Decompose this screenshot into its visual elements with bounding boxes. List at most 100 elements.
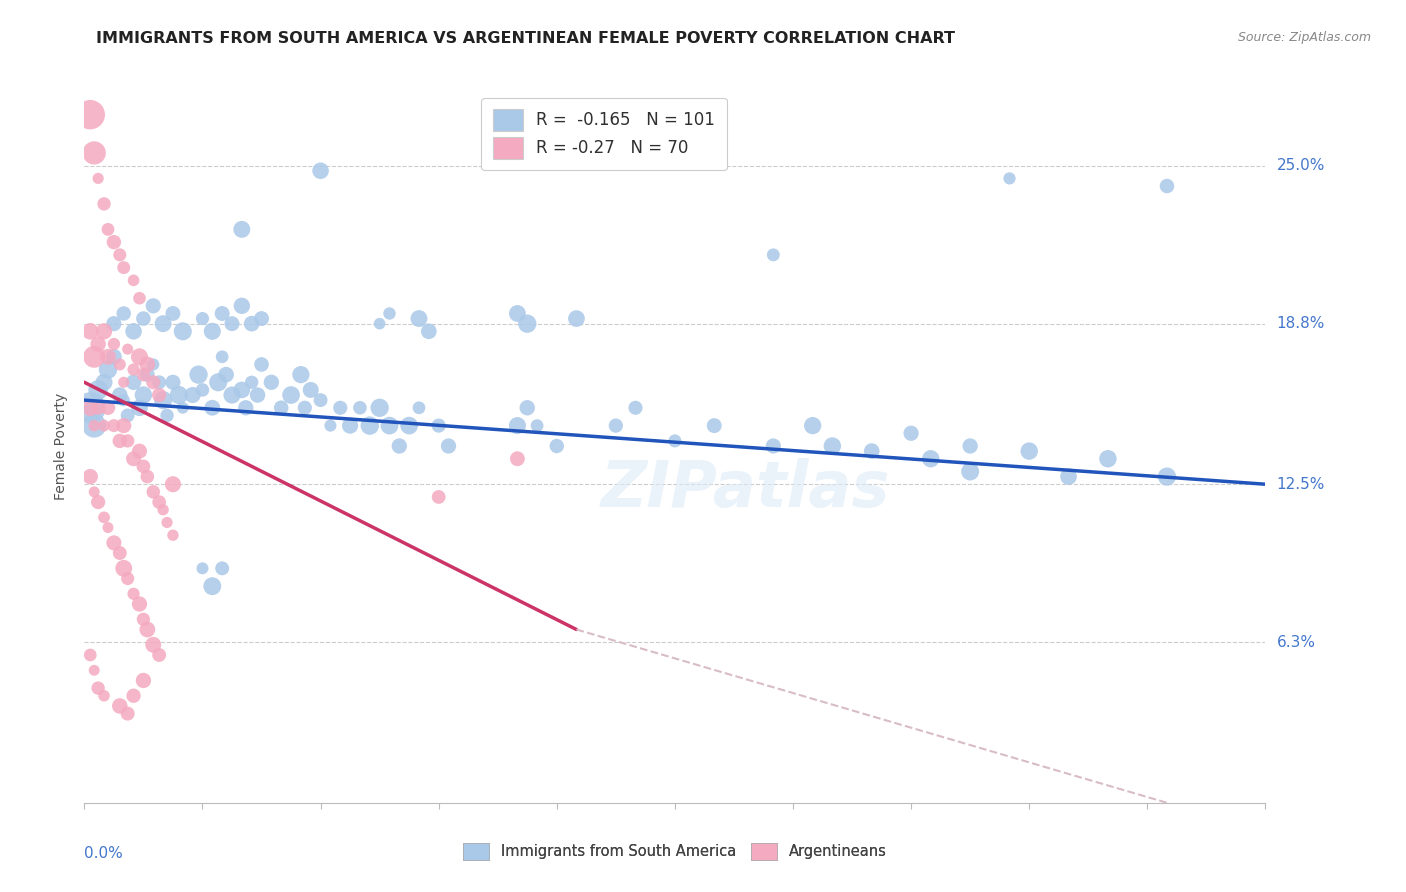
Point	[349, 401, 371, 415]
Point	[83, 418, 105, 433]
Point	[142, 484, 165, 499]
Point	[167, 388, 190, 402]
Point	[79, 324, 101, 338]
Point	[156, 516, 179, 530]
Point	[112, 306, 135, 320]
Point	[87, 401, 110, 415]
Point	[605, 418, 627, 433]
Point	[408, 311, 430, 326]
Point	[112, 393, 135, 408]
Point	[117, 342, 139, 356]
Point	[280, 388, 302, 402]
Text: 18.8%: 18.8%	[1277, 316, 1324, 331]
Point	[128, 401, 150, 415]
Point	[240, 317, 263, 331]
Point	[103, 350, 125, 364]
Point	[191, 561, 214, 575]
Point	[998, 171, 1021, 186]
Point	[156, 409, 179, 423]
Point	[250, 358, 273, 372]
Text: Source: ZipAtlas.com: Source: ZipAtlas.com	[1237, 31, 1371, 45]
Point	[128, 597, 150, 611]
Point	[368, 317, 391, 331]
Point	[427, 418, 450, 433]
Point	[240, 376, 263, 390]
Point	[132, 673, 155, 688]
Point	[368, 401, 391, 415]
Point	[117, 409, 139, 423]
Point	[762, 248, 785, 262]
Point	[79, 469, 101, 483]
Point	[132, 612, 155, 626]
Point	[79, 401, 101, 415]
Point	[172, 324, 194, 338]
Point	[309, 163, 332, 178]
Point	[103, 418, 125, 433]
Point	[152, 317, 174, 331]
Point	[172, 401, 194, 415]
Point	[128, 444, 150, 458]
Point	[79, 401, 101, 415]
Point	[93, 324, 115, 338]
Point	[231, 299, 253, 313]
Point	[152, 502, 174, 516]
Point	[506, 306, 529, 320]
Point	[235, 401, 257, 415]
Point	[112, 418, 135, 433]
Point	[270, 401, 292, 415]
Point	[231, 383, 253, 397]
Point	[148, 495, 170, 509]
Point	[87, 681, 110, 695]
Point	[122, 587, 145, 601]
Point	[319, 418, 342, 433]
Point	[93, 376, 115, 390]
Point	[103, 235, 125, 249]
Point	[250, 311, 273, 326]
Point	[103, 536, 125, 550]
Point	[103, 317, 125, 331]
Point	[201, 579, 224, 593]
Point	[128, 350, 150, 364]
Point	[142, 376, 165, 390]
Point	[418, 324, 440, 338]
Point	[142, 358, 165, 372]
Point	[79, 108, 101, 122]
Point	[437, 439, 460, 453]
Point	[1156, 179, 1178, 194]
Point	[408, 401, 430, 415]
Point	[201, 324, 224, 338]
Text: 0.0%: 0.0%	[84, 846, 124, 861]
Point	[122, 362, 145, 376]
Point	[339, 418, 361, 433]
Point	[136, 469, 159, 483]
Point	[162, 528, 184, 542]
Point	[260, 376, 283, 390]
Point	[108, 248, 131, 262]
Legend: Immigrants from South America, Argentineans: Immigrants from South America, Argentine…	[456, 836, 894, 867]
Point	[211, 350, 233, 364]
Point	[117, 434, 139, 448]
Point	[122, 324, 145, 338]
Point	[860, 444, 883, 458]
Point	[152, 393, 174, 408]
Point	[79, 648, 101, 662]
Point	[142, 638, 165, 652]
Point	[516, 317, 538, 331]
Point	[122, 376, 145, 390]
Point	[103, 337, 125, 351]
Point	[398, 418, 420, 433]
Point	[378, 306, 401, 320]
Point	[506, 418, 529, 433]
Point	[136, 368, 159, 382]
Point	[112, 561, 135, 575]
Point	[1018, 444, 1040, 458]
Point	[148, 388, 170, 402]
Point	[97, 350, 120, 364]
Point	[290, 368, 312, 382]
Point	[93, 197, 115, 211]
Point	[117, 572, 139, 586]
Point	[97, 520, 120, 534]
Point	[132, 368, 155, 382]
Point	[211, 561, 233, 575]
Point	[920, 451, 942, 466]
